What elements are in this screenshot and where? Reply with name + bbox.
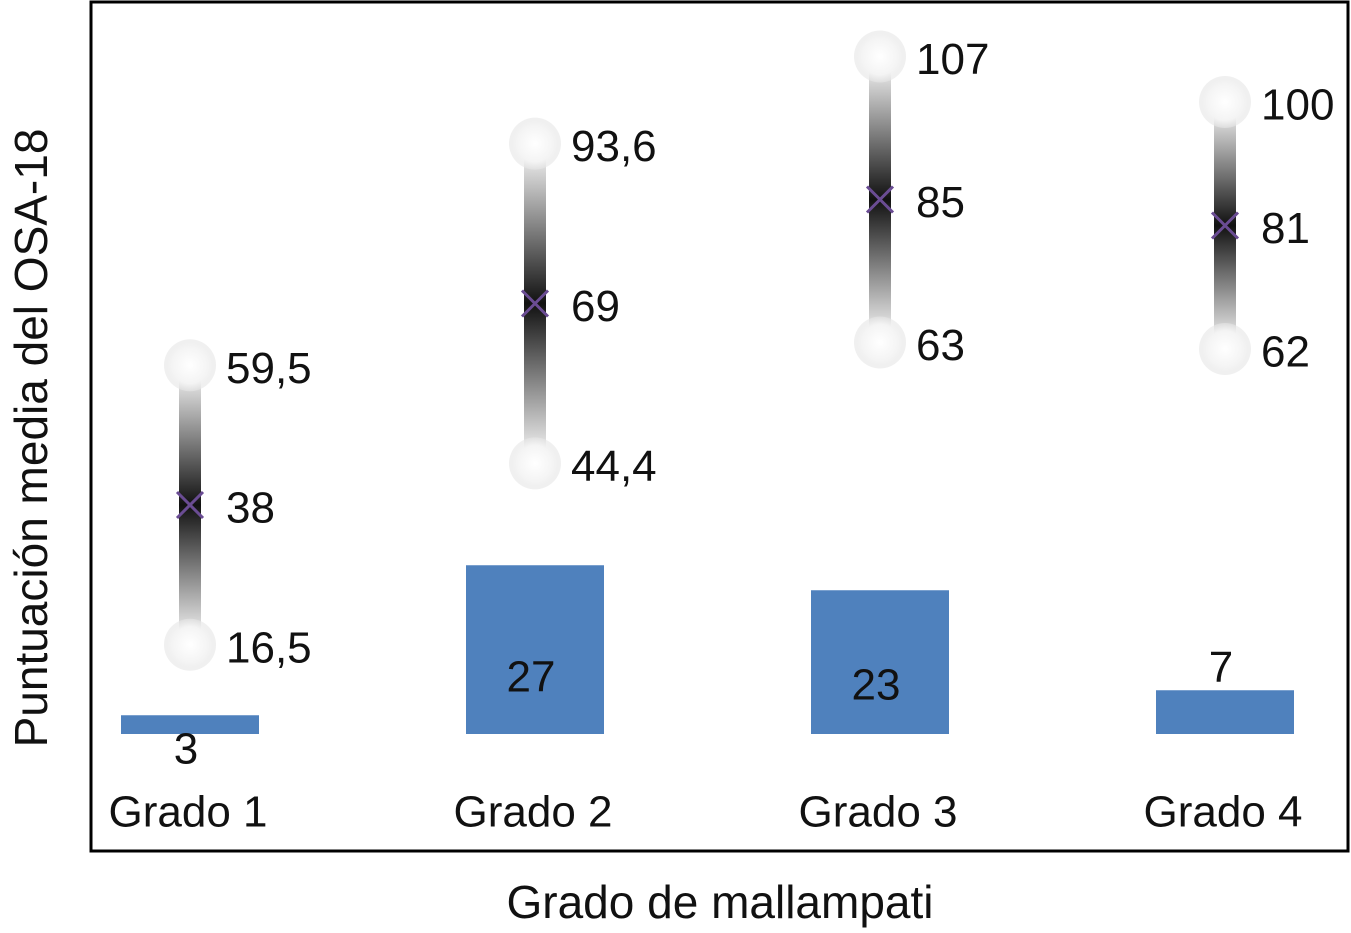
range-high-cap: [509, 117, 561, 170]
range-low-label: 16,5: [226, 623, 312, 672]
mean-marker: [175, 490, 205, 520]
range-low-label: 63: [916, 321, 965, 370]
bar-value-label: 3: [174, 725, 198, 774]
range-high-cap: [164, 339, 216, 392]
bar: [1156, 690, 1294, 734]
ranges-layer: 59,5 38 16,5 93,6 69 44,4 107 85 63 100 81 62: [164, 30, 1334, 672]
range-mean-label: 85: [916, 178, 965, 227]
range-low-cap: [164, 618, 216, 671]
range-mean-label: 81: [1261, 204, 1310, 253]
range-high-label: 100: [1261, 81, 1334, 130]
range-high-label: 93,6: [571, 122, 657, 171]
category-label: Grado 3: [799, 788, 958, 837]
range-low-label: 44,4: [571, 442, 657, 491]
y-axis-label: Puntuación media del OSA-18: [5, 129, 57, 748]
bars-layer: 3 27 23 7: [121, 565, 1294, 774]
x-axis-label: Grado de mallampati: [507, 876, 934, 928]
range-high-cap: [1199, 76, 1251, 128]
range-high-label: 107: [916, 35, 989, 84]
range-low-cap: [854, 316, 906, 369]
range-high-cap: [854, 30, 906, 83]
bar: [811, 590, 949, 734]
mean-marker: [520, 289, 550, 318]
bar-value-label: 23: [852, 661, 901, 710]
range-low-label: 62: [1261, 328, 1310, 377]
mean-marker: [865, 185, 895, 214]
range-low-cap: [509, 437, 561, 490]
category-label: Grado 1: [109, 788, 268, 837]
bar: [466, 565, 604, 734]
bar-value-label: 27: [507, 653, 556, 702]
category-label: Grado 4: [1144, 788, 1303, 837]
category-labels: Grado 1 Grado 2 Grado 3 Grado 4: [109, 788, 1303, 837]
plot-frame: [89, 0, 1350, 853]
range-high-label: 59,5: [226, 344, 312, 393]
mean-marker: [1210, 211, 1240, 240]
range-mean-label: 69: [571, 282, 620, 331]
range-low-cap: [1199, 323, 1251, 375]
bar-value-label: 7: [1209, 643, 1233, 692]
bar: [121, 715, 259, 734]
range-mean-label: 38: [226, 484, 275, 533]
category-label: Grado 2: [454, 788, 613, 837]
